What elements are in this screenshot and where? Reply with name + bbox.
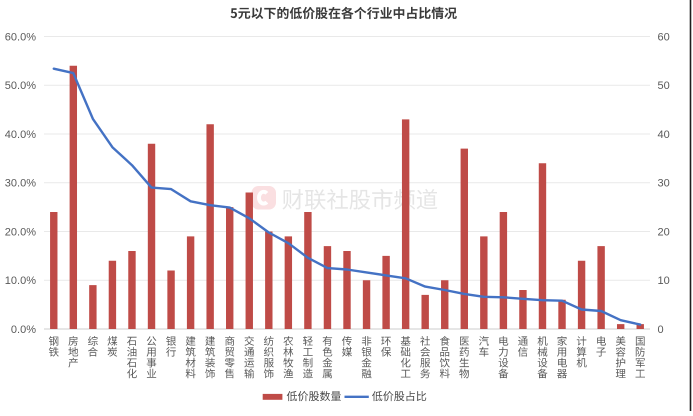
svg-text:30: 30 — [658, 178, 670, 190]
svg-text:0.0%: 0.0% — [11, 324, 36, 336]
svg-text:0: 0 — [658, 324, 664, 336]
svg-text:20: 20 — [658, 226, 670, 238]
svg-text:10: 10 — [658, 275, 670, 287]
svg-text:40: 40 — [658, 129, 670, 141]
svg-text:40.0%: 40.0% — [5, 129, 36, 141]
svg-text:30.0%: 30.0% — [5, 178, 36, 190]
svg-text:20.0%: 20.0% — [5, 226, 36, 238]
svg-text:60: 60 — [658, 31, 670, 43]
svg-text:50: 50 — [658, 80, 670, 92]
svg-text:60.0%: 60.0% — [5, 31, 36, 43]
svg-text:50.0%: 50.0% — [5, 80, 36, 92]
svg-text:10.0%: 10.0% — [5, 275, 36, 287]
